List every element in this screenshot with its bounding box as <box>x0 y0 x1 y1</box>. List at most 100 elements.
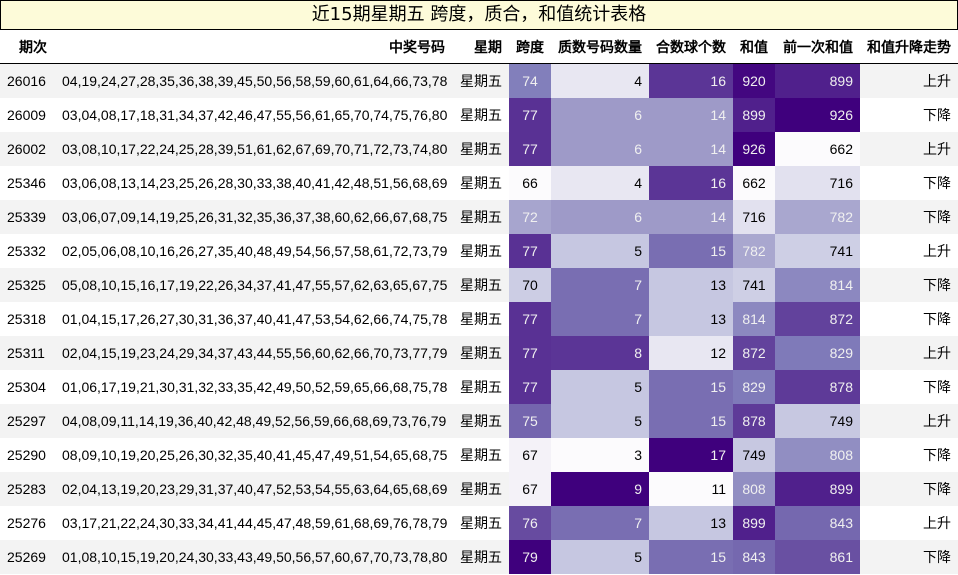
trend-cell: 下降 <box>923 380 951 396</box>
primes-cell: 4 <box>551 166 649 200</box>
table-row: 26016 04,19,24,27,28,35,36,38,39,45,50,56… <box>0 63 958 98</box>
prev-sum-cell: 749 <box>775 404 860 438</box>
col-header-weekday[interactable]: 星期 <box>474 39 502 56</box>
sum-cell: 829 <box>733 370 775 404</box>
col-header-numbers[interactable]: 中奖号码 <box>389 39 445 56</box>
sum-cell: 843 <box>733 540 775 574</box>
issue-cell: 25339 <box>7 209 46 225</box>
weekday-cell: 星期五 <box>460 414 502 430</box>
sum-cell: 878 <box>733 404 775 438</box>
prev-sum-cell: 899 <box>775 63 860 98</box>
prev-sum-cell: 926 <box>775 98 860 132</box>
composites-cell: 17 <box>649 438 733 472</box>
primes-cell: 6 <box>551 98 649 132</box>
prev-sum-cell: 814 <box>775 268 860 302</box>
col-header-prev-sum[interactable]: 前一次和值 <box>783 39 853 56</box>
trend-cell: 上升 <box>923 346 951 362</box>
sum-cell: 741 <box>733 268 775 302</box>
prev-sum-cell: 716 <box>775 166 860 200</box>
composites-cell: 15 <box>649 370 733 404</box>
numbers-cell: 03,06,08,13,14,23,25,26,28,30,33,38,40,4… <box>62 175 448 191</box>
primes-cell: 4 <box>551 63 649 98</box>
col-header-sum[interactable]: 和值 <box>740 39 768 56</box>
col-header-trend[interactable]: 和值升降走势 <box>867 39 951 56</box>
issue-cell: 25318 <box>7 311 46 327</box>
sum-cell: 716 <box>733 200 775 234</box>
issue-cell: 25283 <box>7 481 46 497</box>
table-row: 25269 01,08,10,15,19,20,24,30,33,43,49,50… <box>0 540 958 574</box>
prev-sum-cell: 741 <box>775 234 860 268</box>
numbers-cell: 02,05,06,08,10,16,26,27,35,40,48,49,54,5… <box>62 243 448 259</box>
composites-cell: 14 <box>649 132 733 166</box>
col-header-composites[interactable]: 合数球个数 <box>656 39 726 56</box>
sum-cell: 808 <box>733 472 775 506</box>
header-row: 期次 中奖号码 星期 跨度 质数号码数量 合数球个数 和值 前一次和值 和值升降… <box>0 30 958 64</box>
trend-cell: 上升 <box>923 74 951 90</box>
span-cell: 75 <box>509 404 551 438</box>
sum-cell: 782 <box>733 234 775 268</box>
trend-cell: 下降 <box>923 482 951 498</box>
primes-cell: 5 <box>551 234 649 268</box>
trend-cell: 下降 <box>923 176 951 192</box>
table-row: 25276 03,17,21,22,24,30,33,34,41,44,45,47… <box>0 506 958 540</box>
composites-cell: 16 <box>649 63 733 98</box>
table-row: 25297 04,08,09,11,14,19,36,40,42,48,49,52… <box>0 404 958 438</box>
trend-cell: 下降 <box>923 278 951 294</box>
weekday-cell: 星期五 <box>460 550 502 566</box>
numbers-cell: 01,04,15,17,26,27,30,31,36,37,40,41,47,5… <box>62 311 448 327</box>
sum-cell: 899 <box>733 98 775 132</box>
composites-cell: 13 <box>649 506 733 540</box>
primes-cell: 9 <box>551 472 649 506</box>
numbers-cell: 03,17,21,22,24,30,33,34,41,44,45,47,48,5… <box>62 515 448 531</box>
table-row: 25311 02,04,15,19,23,24,29,34,37,43,44,55… <box>0 336 958 370</box>
weekday-cell: 星期五 <box>460 482 502 498</box>
span-cell: 74 <box>509 63 551 98</box>
numbers-cell: 03,08,10,17,22,24,25,28,39,51,61,62,67,6… <box>62 141 448 157</box>
weekday-cell: 星期五 <box>460 244 502 260</box>
primes-cell: 6 <box>551 200 649 234</box>
col-header-primes[interactable]: 质数号码数量 <box>558 39 642 56</box>
issue-cell: 25297 <box>7 413 46 429</box>
trend-cell: 下降 <box>923 210 951 226</box>
table-row: 25283 02,04,13,19,20,23,29,31,37,40,47,52… <box>0 472 958 506</box>
primes-cell: 3 <box>551 438 649 472</box>
sum-cell: 872 <box>733 336 775 370</box>
numbers-cell: 08,09,10,19,20,25,26,30,32,35,40,41,45,4… <box>62 447 448 463</box>
trend-cell: 下降 <box>923 550 951 566</box>
prev-sum-cell: 662 <box>775 132 860 166</box>
span-cell: 79 <box>509 540 551 574</box>
table-row: 25318 01,04,15,17,26,27,30,31,36,37,40,41… <box>0 302 958 336</box>
composites-cell: 15 <box>649 234 733 268</box>
sum-cell: 920 <box>733 63 775 98</box>
prev-sum-cell: 808 <box>775 438 860 472</box>
table-row: 25325 05,08,10,15,16,17,19,22,26,34,37,41… <box>0 268 958 302</box>
trend-cell: 下降 <box>923 312 951 328</box>
span-cell: 77 <box>509 370 551 404</box>
trend-cell: 下降 <box>923 448 951 464</box>
table-row: 25332 02,05,06,08,10,16,26,27,35,40,48,49… <box>0 234 958 268</box>
weekday-cell: 星期五 <box>460 278 502 294</box>
prev-sum-cell: 872 <box>775 302 860 336</box>
table-row: 25346 03,06,08,13,14,23,25,26,28,30,33,38… <box>0 166 958 200</box>
numbers-cell: 02,04,15,19,23,24,29,34,37,43,44,55,56,6… <box>62 345 448 361</box>
numbers-cell: 05,08,10,15,16,17,19,22,26,34,37,41,47,5… <box>62 277 448 293</box>
table-row: 26009 03,04,08,17,18,31,34,37,42,46,47,55… <box>0 98 958 132</box>
sum-cell: 899 <box>733 506 775 540</box>
composites-cell: 15 <box>649 540 733 574</box>
span-cell: 72 <box>509 200 551 234</box>
weekday-cell: 星期五 <box>460 210 502 226</box>
primes-cell: 7 <box>551 506 649 540</box>
weekday-cell: 星期五 <box>460 176 502 192</box>
issue-cell: 25332 <box>7 243 46 259</box>
span-cell: 76 <box>509 506 551 540</box>
col-header-span[interactable]: 跨度 <box>516 39 544 56</box>
weekday-cell: 星期五 <box>460 74 502 90</box>
trend-cell: 下降 <box>923 108 951 124</box>
prev-sum-cell: 782 <box>775 200 860 234</box>
composites-cell: 16 <box>649 166 733 200</box>
span-cell: 66 <box>509 166 551 200</box>
issue-cell: 25276 <box>7 515 46 531</box>
composites-cell: 13 <box>649 302 733 336</box>
col-header-issue[interactable]: 期次 <box>19 39 47 56</box>
issue-cell: 25325 <box>7 277 46 293</box>
